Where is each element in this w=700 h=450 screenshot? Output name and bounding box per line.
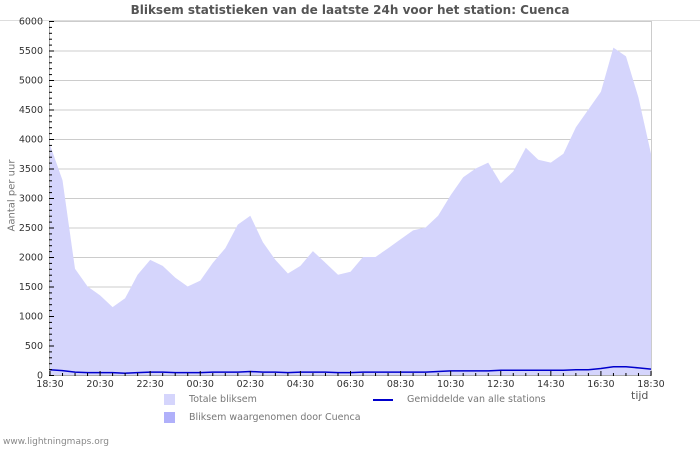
svg-text:20:30: 20:30 — [86, 379, 113, 390]
svg-text:04:30: 04:30 — [287, 379, 314, 390]
svg-text:4500: 4500 — [19, 105, 43, 116]
svg-text:3500: 3500 — [19, 164, 43, 175]
svg-text:1500: 1500 — [19, 282, 43, 293]
svg-text:3000: 3000 — [19, 194, 43, 205]
svg-text:14:30: 14:30 — [537, 379, 564, 390]
legend-station: Bliksem waargenomen door Cuenca — [164, 412, 361, 423]
svg-text:22:30: 22:30 — [136, 379, 163, 390]
svg-text:2500: 2500 — [19, 223, 43, 234]
footer-source: www.lightningmaps.org — [3, 437, 109, 447]
legend-station-label: Bliksem waargenomen door Cuenca — [189, 412, 361, 423]
svg-text:10:30: 10:30 — [437, 379, 464, 390]
svg-text:2000: 2000 — [19, 253, 43, 264]
svg-text:4000: 4000 — [19, 135, 43, 146]
y-axis-label: Aantal per uur — [6, 159, 18, 232]
legend-average: Gemiddelde van alle stations — [373, 394, 546, 405]
legend-total-swatch-icon — [164, 394, 175, 405]
svg-text:18:30: 18:30 — [36, 379, 63, 390]
svg-text:08:30: 08:30 — [387, 379, 414, 390]
svg-text:06:30: 06:30 — [337, 379, 364, 390]
svg-text:5000: 5000 — [19, 76, 43, 87]
svg-text:00:30: 00:30 — [187, 379, 214, 390]
svg-text:12:30: 12:30 — [487, 379, 514, 390]
legend-total-label: Totale bliksem — [189, 394, 257, 405]
legend-average-label: Gemiddelde van alle stations — [407, 394, 546, 405]
svg-text:500: 500 — [25, 341, 43, 352]
x-axis-unit: tijd — [631, 389, 649, 402]
svg-text:16:30: 16:30 — [587, 379, 614, 390]
svg-text:0: 0 — [37, 371, 43, 382]
legend-average-line-icon — [373, 398, 393, 401]
svg-text:1000: 1000 — [19, 312, 43, 323]
legend-total: Totale bliksem — [164, 394, 257, 405]
svg-text:5500: 5500 — [19, 46, 43, 57]
svg-text:18:30: 18:30 — [637, 379, 664, 390]
svg-text:02:30: 02:30 — [237, 379, 264, 390]
chart-title: Bliksem statistieken van de laatste 24h … — [130, 3, 570, 17]
svg-text:6000: 6000 — [19, 17, 43, 28]
legend-station-swatch-icon — [164, 412, 175, 423]
